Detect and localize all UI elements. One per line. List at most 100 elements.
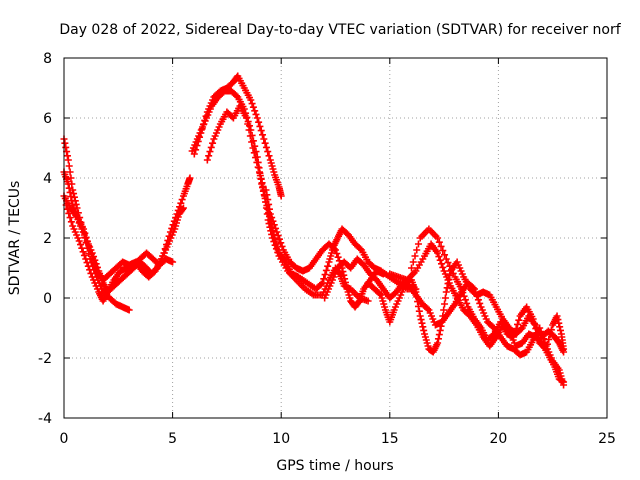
data-point bbox=[169, 258, 177, 266]
data-point bbox=[441, 300, 449, 308]
data-point bbox=[265, 220, 273, 228]
data-point bbox=[209, 139, 217, 147]
data-point bbox=[255, 118, 263, 126]
data-point bbox=[254, 163, 262, 171]
data-point bbox=[62, 143, 70, 151]
data-point bbox=[277, 192, 285, 200]
y-tick-label: 6 bbox=[43, 111, 52, 127]
data-point bbox=[255, 168, 263, 176]
data-point bbox=[265, 200, 273, 208]
data-point bbox=[252, 154, 260, 162]
data-point bbox=[150, 268, 158, 276]
data-point bbox=[556, 323, 564, 331]
data-point bbox=[85, 242, 93, 250]
data-point bbox=[417, 316, 425, 324]
data-points bbox=[60, 72, 568, 389]
data-point bbox=[447, 266, 455, 274]
x-tick-label: 5 bbox=[168, 431, 177, 447]
data-point bbox=[262, 143, 270, 151]
data-point bbox=[436, 256, 444, 264]
data-point bbox=[264, 148, 272, 156]
y-tick-label: -4 bbox=[38, 411, 52, 427]
data-point bbox=[179, 205, 187, 213]
data-point bbox=[77, 241, 85, 249]
data-point bbox=[64, 180, 72, 188]
data-point bbox=[269, 234, 277, 242]
y-tick-label: -2 bbox=[38, 351, 52, 367]
y-tick-label: 8 bbox=[43, 51, 52, 67]
data-point bbox=[536, 324, 544, 332]
data-point bbox=[257, 175, 265, 183]
data-point bbox=[80, 225, 88, 233]
data-point bbox=[434, 339, 442, 347]
data-point bbox=[437, 260, 445, 268]
data-point bbox=[332, 246, 339, 254]
x-tick-label: 25 bbox=[598, 431, 616, 447]
data-series-track-8 bbox=[262, 186, 387, 311]
data-point bbox=[66, 188, 74, 196]
data-point bbox=[414, 240, 422, 248]
data-point bbox=[424, 305, 432, 313]
data-point bbox=[81, 229, 89, 237]
data-point bbox=[79, 248, 87, 256]
data-point bbox=[420, 326, 428, 334]
data-series-track-5 bbox=[190, 72, 285, 200]
data-point bbox=[434, 249, 442, 257]
data-point bbox=[437, 242, 445, 250]
y-tick-label: 0 bbox=[43, 291, 52, 307]
data-point bbox=[65, 209, 73, 217]
grid-lines bbox=[64, 58, 607, 418]
data-point bbox=[87, 269, 95, 277]
data-point bbox=[472, 289, 480, 297]
data-point bbox=[461, 296, 469, 304]
data-point bbox=[75, 237, 83, 245]
data-point bbox=[66, 168, 74, 176]
data-point bbox=[435, 253, 443, 261]
data-point bbox=[264, 196, 272, 204]
data-point bbox=[546, 331, 554, 339]
data-point bbox=[272, 224, 280, 232]
data-point bbox=[177, 199, 185, 207]
data-point bbox=[442, 255, 450, 263]
data-point bbox=[125, 306, 133, 314]
data-point bbox=[554, 316, 562, 324]
data-point bbox=[541, 338, 549, 346]
data-point bbox=[418, 319, 426, 327]
data-point bbox=[356, 245, 364, 253]
data-point bbox=[322, 266, 330, 274]
data-point bbox=[178, 196, 186, 204]
data-point bbox=[442, 288, 450, 296]
data-point bbox=[203, 156, 211, 164]
data-point bbox=[515, 316, 523, 324]
x-tick-label: 10 bbox=[272, 431, 290, 447]
data-point bbox=[469, 284, 477, 292]
data-point bbox=[446, 262, 454, 270]
data-point bbox=[510, 333, 518, 341]
data-series-track-4 bbox=[62, 201, 177, 305]
data-point bbox=[232, 92, 240, 100]
data-point bbox=[489, 331, 497, 339]
data-point bbox=[250, 149, 258, 157]
data-point bbox=[248, 100, 256, 108]
data-point bbox=[253, 114, 261, 122]
data-point bbox=[476, 299, 484, 307]
data-point bbox=[242, 114, 250, 122]
data-point bbox=[246, 132, 254, 140]
data-point bbox=[376, 290, 384, 298]
data-point bbox=[471, 285, 479, 293]
data-point bbox=[259, 131, 267, 139]
data-point bbox=[414, 302, 422, 310]
data-point bbox=[257, 127, 265, 135]
data-point bbox=[82, 233, 90, 241]
data-point bbox=[321, 271, 329, 279]
data-point bbox=[557, 326, 565, 334]
data-point bbox=[560, 381, 568, 389]
data-point bbox=[416, 312, 424, 320]
data-point bbox=[248, 138, 256, 146]
data-point bbox=[434, 234, 442, 242]
data-point bbox=[435, 331, 443, 339]
data-point bbox=[207, 143, 215, 151]
data-point bbox=[90, 259, 98, 267]
data-point bbox=[87, 250, 95, 258]
